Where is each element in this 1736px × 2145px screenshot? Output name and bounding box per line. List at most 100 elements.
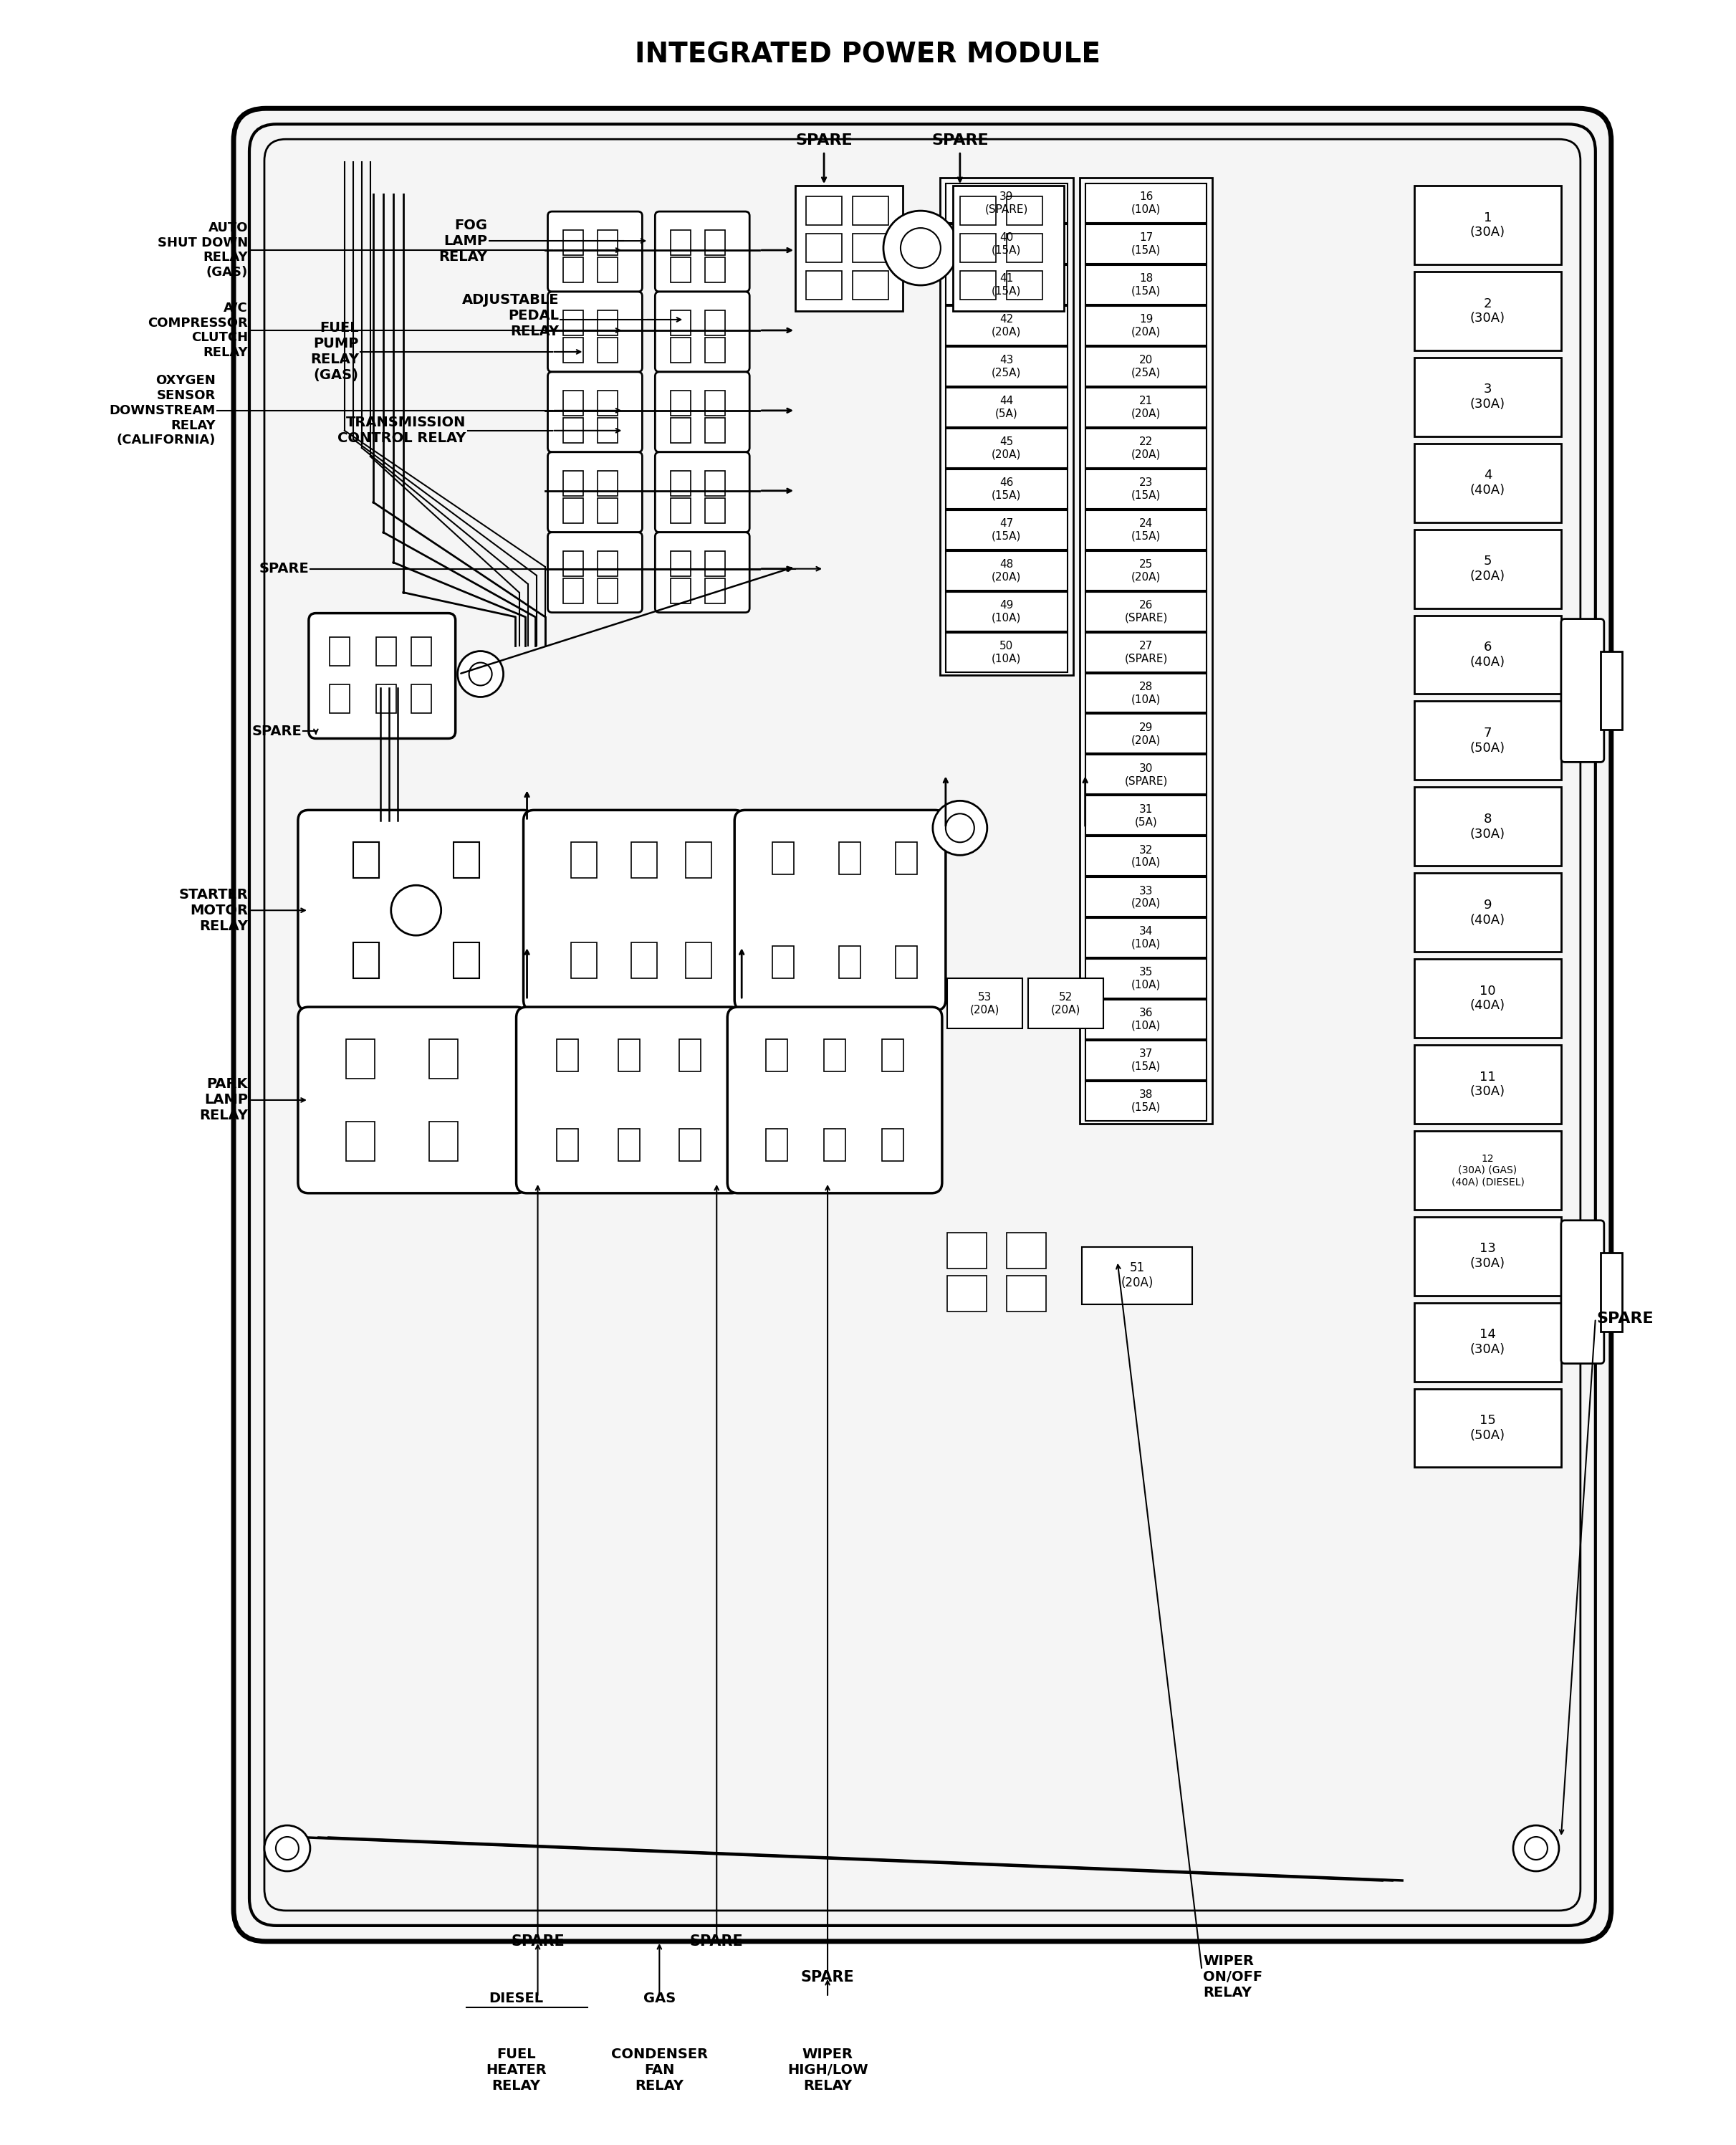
Bar bbox=[1085, 551, 1207, 590]
Bar bbox=[939, 178, 1073, 676]
Text: 42
(20A): 42 (20A) bbox=[991, 313, 1021, 337]
Bar bbox=[1415, 1216, 1561, 1296]
Bar bbox=[597, 551, 618, 577]
Bar bbox=[429, 1122, 458, 1160]
Bar bbox=[632, 942, 658, 978]
Bar bbox=[946, 551, 1068, 590]
Bar bbox=[960, 270, 996, 300]
Bar bbox=[946, 307, 1068, 345]
Bar bbox=[1085, 755, 1207, 794]
Bar bbox=[1085, 1040, 1207, 1081]
Bar bbox=[946, 633, 1068, 671]
Bar bbox=[632, 843, 658, 877]
Text: 10
(40A): 10 (40A) bbox=[1470, 985, 1505, 1012]
Bar bbox=[773, 946, 793, 978]
Bar bbox=[564, 311, 583, 335]
Bar bbox=[597, 257, 618, 283]
Bar bbox=[946, 388, 1068, 427]
Text: 7
(50A): 7 (50A) bbox=[1470, 727, 1505, 755]
Bar bbox=[564, 337, 583, 363]
Bar bbox=[1085, 714, 1207, 753]
Bar bbox=[571, 942, 597, 978]
Bar bbox=[825, 1128, 845, 1160]
FancyBboxPatch shape bbox=[549, 212, 642, 292]
Bar bbox=[670, 230, 691, 255]
Bar bbox=[597, 337, 618, 363]
Text: 45
(20A): 45 (20A) bbox=[991, 438, 1021, 459]
Bar bbox=[882, 1128, 903, 1160]
Bar bbox=[375, 684, 396, 714]
Bar bbox=[1415, 1388, 1561, 1467]
Bar bbox=[686, 843, 712, 877]
Bar bbox=[806, 197, 842, 225]
Bar bbox=[1085, 877, 1207, 916]
Bar bbox=[564, 230, 583, 255]
Bar bbox=[330, 684, 349, 714]
FancyBboxPatch shape bbox=[549, 453, 642, 532]
Bar bbox=[838, 843, 861, 875]
FancyBboxPatch shape bbox=[516, 1006, 741, 1193]
Bar bbox=[946, 592, 1068, 631]
Circle shape bbox=[946, 813, 974, 843]
FancyBboxPatch shape bbox=[309, 613, 455, 738]
Bar bbox=[705, 230, 726, 255]
Bar bbox=[564, 390, 583, 416]
Bar bbox=[352, 942, 378, 978]
Text: DIESEL: DIESEL bbox=[490, 1993, 543, 2006]
Circle shape bbox=[1514, 1825, 1559, 1870]
Bar bbox=[429, 1038, 458, 1079]
Bar bbox=[564, 579, 583, 603]
Text: 48
(20A): 48 (20A) bbox=[991, 560, 1021, 581]
Bar bbox=[597, 470, 618, 495]
Circle shape bbox=[276, 1836, 299, 1860]
Text: 21
(20A): 21 (20A) bbox=[1132, 395, 1161, 418]
Text: FUEL
PUMP
RELAY
(GAS): FUEL PUMP RELAY (GAS) bbox=[311, 322, 359, 382]
FancyBboxPatch shape bbox=[524, 811, 745, 1010]
Bar bbox=[1085, 388, 1207, 427]
Bar bbox=[1085, 266, 1207, 305]
Text: SPARE: SPARE bbox=[252, 725, 302, 738]
Text: STARTER
MOTOR
RELAY: STARTER MOTOR RELAY bbox=[179, 888, 248, 933]
Text: 28
(10A): 28 (10A) bbox=[1132, 682, 1161, 704]
Text: 3
(30A): 3 (30A) bbox=[1470, 384, 1505, 412]
Bar bbox=[705, 579, 726, 603]
Bar bbox=[960, 197, 996, 225]
Bar bbox=[705, 337, 726, 363]
Bar bbox=[564, 551, 583, 577]
Text: 41
(15A): 41 (15A) bbox=[991, 272, 1021, 296]
Text: 50
(10A): 50 (10A) bbox=[991, 641, 1021, 663]
Bar bbox=[345, 1038, 375, 1079]
Text: 12
(30A) (GAS)
(40A) (DIESEL): 12 (30A) (GAS) (40A) (DIESEL) bbox=[1451, 1154, 1524, 1186]
Bar bbox=[705, 390, 726, 416]
Bar bbox=[946, 225, 1068, 264]
Text: 13
(30A): 13 (30A) bbox=[1470, 1242, 1505, 1270]
Bar bbox=[1085, 592, 1207, 631]
Bar bbox=[705, 470, 726, 495]
Bar bbox=[946, 184, 1068, 223]
Text: 33
(20A): 33 (20A) bbox=[1132, 886, 1161, 909]
Text: WIPER
ON/OFF
RELAY: WIPER ON/OFF RELAY bbox=[1203, 1954, 1262, 1999]
Circle shape bbox=[884, 210, 958, 285]
Bar bbox=[1028, 978, 1102, 1027]
Text: 44
(5A): 44 (5A) bbox=[995, 395, 1017, 418]
FancyBboxPatch shape bbox=[549, 371, 642, 453]
Text: 5
(20A): 5 (20A) bbox=[1470, 556, 1505, 583]
Bar bbox=[352, 843, 378, 877]
Bar bbox=[597, 498, 618, 523]
Bar bbox=[766, 1128, 788, 1160]
Bar bbox=[1601, 1253, 1621, 1332]
Bar bbox=[564, 257, 583, 283]
Bar bbox=[1085, 307, 1207, 345]
Bar bbox=[1601, 652, 1621, 729]
Bar bbox=[1085, 184, 1207, 223]
Text: SPARE: SPARE bbox=[259, 562, 309, 575]
Text: 37
(15A): 37 (15A) bbox=[1132, 1049, 1161, 1072]
Bar bbox=[1415, 187, 1561, 264]
Bar bbox=[852, 270, 889, 300]
Text: 35
(10A): 35 (10A) bbox=[1132, 967, 1161, 991]
Text: 39
(SPARE): 39 (SPARE) bbox=[984, 191, 1028, 215]
Bar bbox=[946, 511, 1068, 549]
Bar bbox=[705, 418, 726, 442]
Bar bbox=[1085, 1000, 1207, 1038]
Bar bbox=[411, 684, 432, 714]
